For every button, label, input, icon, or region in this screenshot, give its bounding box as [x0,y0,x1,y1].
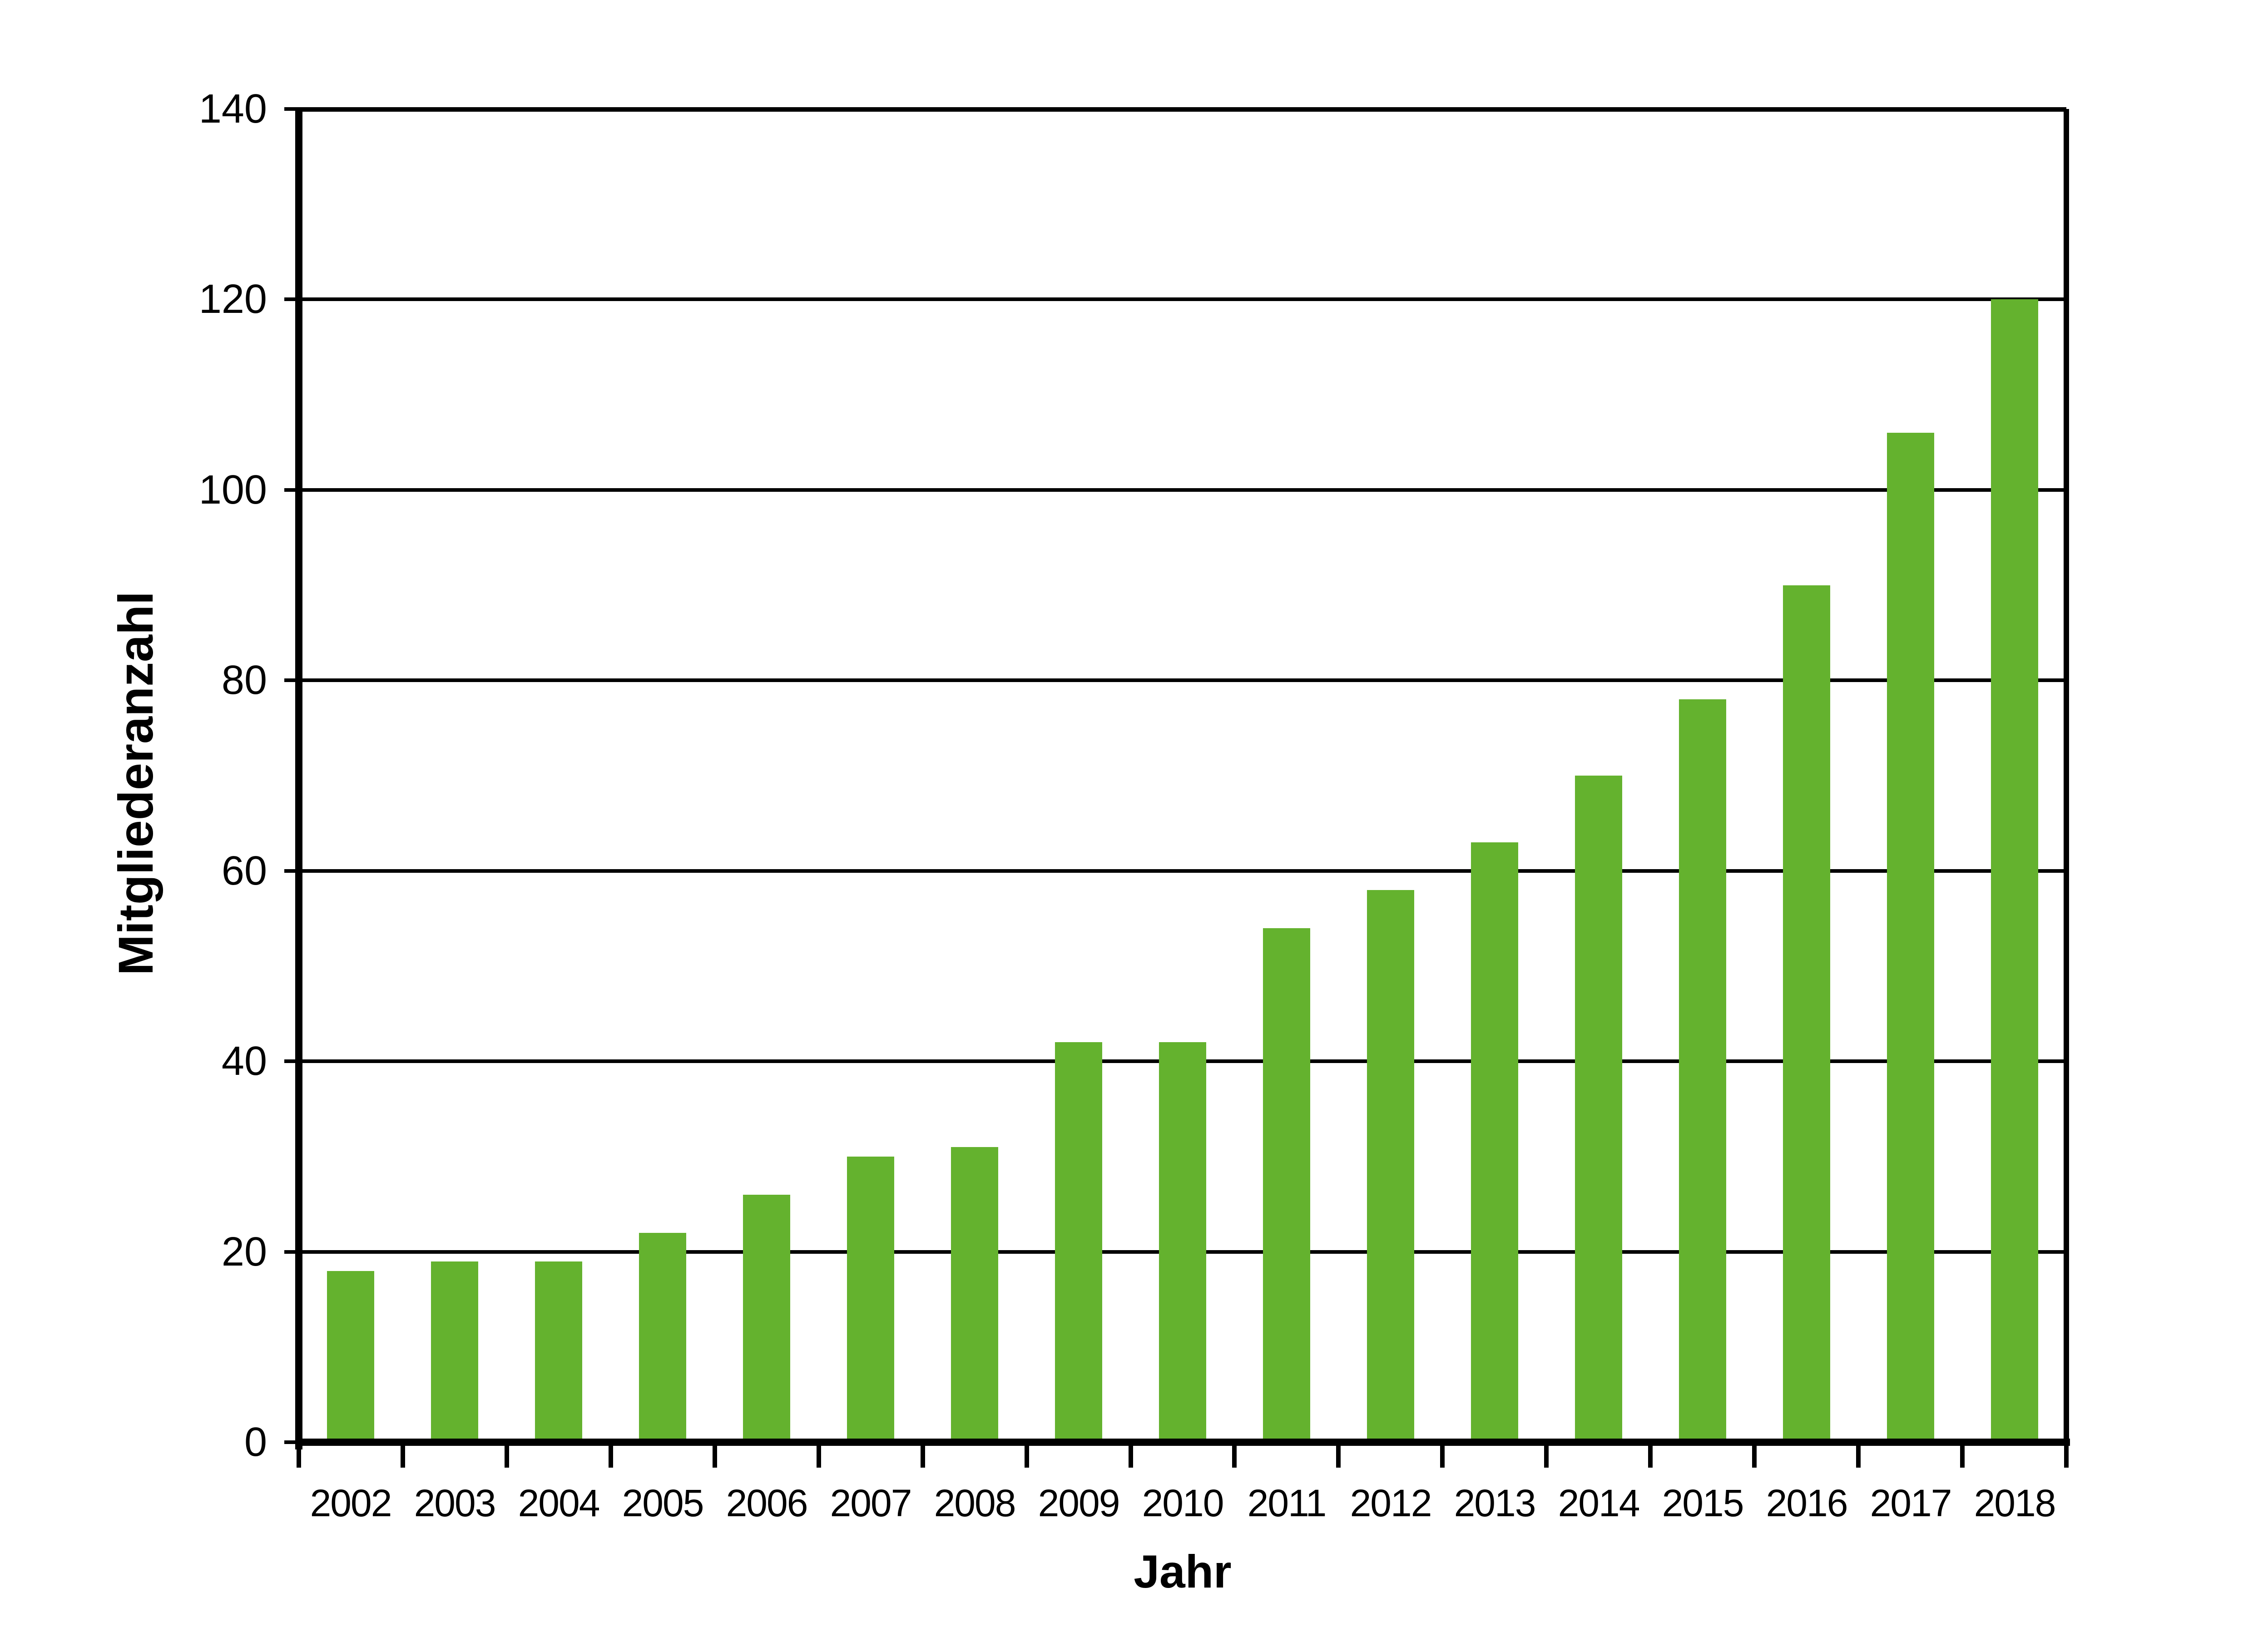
x-tick-17 [2064,1446,2069,1468]
gridline-120 [299,297,2066,302]
x-tick-0 [297,1446,301,1468]
y-tick-label-40: 40 [221,1039,267,1084]
x-tick-8 [1128,1446,1133,1468]
x-tick-label-2018: 2018 [1974,1482,2056,1524]
bar-2006 [743,1195,790,1442]
bar-2003 [431,1261,478,1442]
x-tick-label-2002: 2002 [310,1482,392,1524]
x-tick-label-2017: 2017 [1870,1482,1952,1524]
y-tick-20 [284,1250,299,1254]
y-tick-label-0: 0 [244,1420,267,1465]
y-tick-100 [284,488,299,492]
x-tick-14 [1752,1446,1757,1468]
x-tick-11 [1440,1446,1445,1468]
x-tick-12 [1544,1446,1549,1468]
x-axis-line [295,1439,2070,1446]
x-tick-label-2009: 2009 [1038,1482,1120,1524]
x-tick-1 [400,1446,405,1468]
y-tick-label-100: 100 [198,467,267,513]
bar-2016 [1783,585,1830,1442]
x-tick-label-2007: 2007 [830,1482,912,1524]
bar-2008 [951,1147,998,1442]
bar-2011 [1263,928,1310,1442]
y-tick-label-120: 120 [198,277,267,322]
bar-2004 [535,1261,582,1442]
y-tick-0 [284,1440,299,1444]
x-tick-2 [504,1446,509,1468]
bar-2005 [639,1233,686,1442]
y-tick-label-20: 20 [221,1229,267,1275]
bar-2010 [1159,1042,1206,1442]
x-tick-label-2004: 2004 [518,1482,600,1524]
x-tick-label-2008: 2008 [934,1482,1016,1524]
bar-2013 [1471,842,1518,1442]
x-tick-13 [1648,1446,1653,1468]
x-axis-title: Jahr [1134,1546,1232,1598]
x-tick-15 [1856,1446,1861,1468]
x-tick-label-2014: 2014 [1558,1482,1640,1524]
bar-2014 [1575,776,1622,1442]
x-tick-label-2010: 2010 [1142,1482,1224,1524]
y-axis-title: Mitgliederanzahl [108,591,163,976]
x-tick-label-2016: 2016 [1766,1482,1848,1524]
x-tick-3 [608,1446,613,1468]
x-tick-label-2012: 2012 [1350,1482,1432,1524]
y-tick-120 [284,297,299,302]
x-tick-4 [712,1446,717,1468]
gridline-60 [299,869,2066,873]
x-tick-7 [1024,1446,1029,1468]
gridline-80 [299,678,2066,683]
bar-2002 [327,1271,374,1442]
x-tick-label-2015: 2015 [1662,1482,1744,1524]
y-tick-40 [284,1059,299,1063]
y-axis-line [295,109,302,1449]
x-tick-9 [1232,1446,1237,1468]
bar-2017 [1887,433,1934,1442]
y-tick-label-140: 140 [198,86,267,132]
bar-2009 [1055,1042,1102,1442]
x-tick-label-2013: 2013 [1454,1482,1536,1524]
bar-2007 [847,1157,894,1442]
bar-2015 [1679,699,1726,1442]
gridline-140 [299,107,2066,112]
x-tick-label-2003: 2003 [414,1482,496,1524]
gridline-100 [299,488,2066,492]
plot-right-border [2064,109,2069,1442]
x-tick-label-2006: 2006 [726,1482,808,1524]
y-tick-label-60: 60 [221,848,267,894]
y-tick-80 [284,678,299,683]
y-tick-label-80: 80 [221,658,267,703]
x-tick-label-2011: 2011 [1247,1482,1327,1524]
y-tick-60 [284,869,299,873]
bar-2018 [1991,299,2038,1442]
x-tick-6 [920,1446,925,1468]
x-tick-16 [1960,1446,1965,1468]
x-tick-label-2005: 2005 [622,1482,704,1524]
y-tick-140 [284,107,299,111]
x-tick-5 [816,1446,821,1468]
x-tick-10 [1336,1446,1341,1468]
bar-2012 [1367,890,1414,1442]
